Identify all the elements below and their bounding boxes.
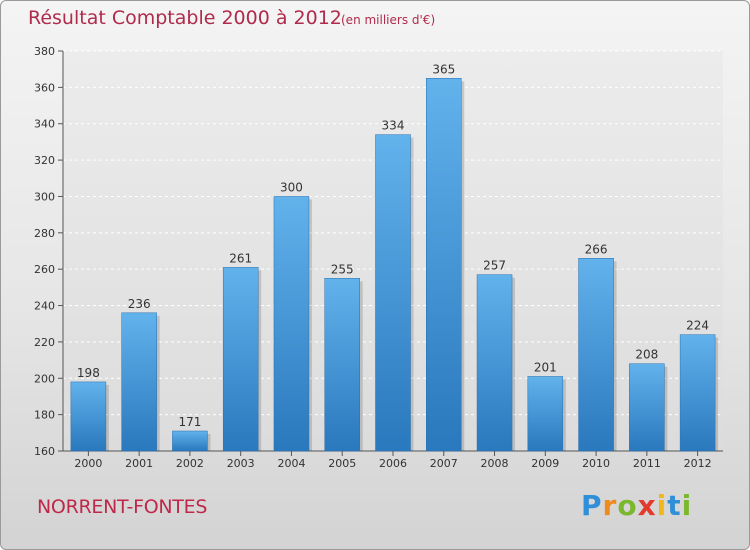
y-tick-label: 380 [34,45,55,58]
x-tick-label: 2010 [582,457,610,470]
bar-value-label: 208 [635,348,658,362]
x-tick-label: 2001 [125,457,153,470]
bar-value-label: 171 [178,415,201,429]
bar [527,376,564,452]
bar-value-label: 257 [483,259,506,273]
y-tick-label: 320 [34,154,55,167]
logo-letter: r [602,489,618,522]
logo-letter: P [581,489,603,522]
bar [426,78,462,452]
bar [222,267,259,452]
y-tick-label: 260 [34,263,55,276]
bar [578,258,614,452]
x-tick-label: 2003 [227,457,255,470]
logo-letter: i [656,489,668,522]
x-tick-label: 2011 [633,457,661,470]
y-tick-label: 240 [34,300,55,313]
bar [476,274,513,452]
y-tick-label: 200 [34,372,55,385]
x-tick-label: 2000 [74,457,102,470]
bar-value-label: 300 [280,180,303,194]
y-tick-label: 340 [34,118,55,131]
bar-value-label: 236 [128,297,151,311]
logo-letter: o [617,489,638,522]
bar-value-label: 334 [382,119,405,133]
logo-letter: t [667,489,682,522]
x-tick-label: 2002 [176,457,204,470]
bar-value-label: 255 [331,262,354,276]
bar [679,334,716,452]
bar-value-label: 365 [432,62,455,76]
bar-value-label: 266 [585,242,608,256]
y-tick-label: 180 [34,409,55,422]
x-tick-label: 2005 [328,457,356,470]
x-tick-label: 2007 [430,457,458,470]
y-tick-label: 300 [34,190,55,203]
y-tick-label: 280 [34,227,55,240]
bar [121,312,157,452]
y-tick-label: 360 [34,81,55,94]
logo-letter: i [681,489,693,522]
y-tick-label: 220 [34,336,55,349]
y-tick-label: 160 [34,445,55,458]
x-tick-label: 2004 [277,457,305,470]
x-tick-label: 2012 [684,457,712,470]
bar [172,430,208,452]
x-tick-label: 2006 [379,457,407,470]
bar-value-label: 261 [229,251,252,265]
x-tick-label: 2009 [531,457,559,470]
x-tick-label: 2008 [481,457,509,470]
commune-name: NORRENT-FONTES [37,496,208,518]
bar [273,196,310,452]
bar [324,278,360,452]
chart-title: Résultat Comptable 2000 à 2012 [28,7,342,29]
bar-value-label: 198 [77,366,100,380]
bar [70,381,107,452]
logo-letter: x [637,489,657,522]
proxiti-logo[interactable]: Proxiti [581,489,692,522]
bar-value-label: 201 [534,360,557,374]
chart-subtitle: (en milliers d'€) [341,13,436,27]
bar-value-label: 224 [686,319,709,333]
bar [629,363,665,452]
bar [375,134,411,452]
